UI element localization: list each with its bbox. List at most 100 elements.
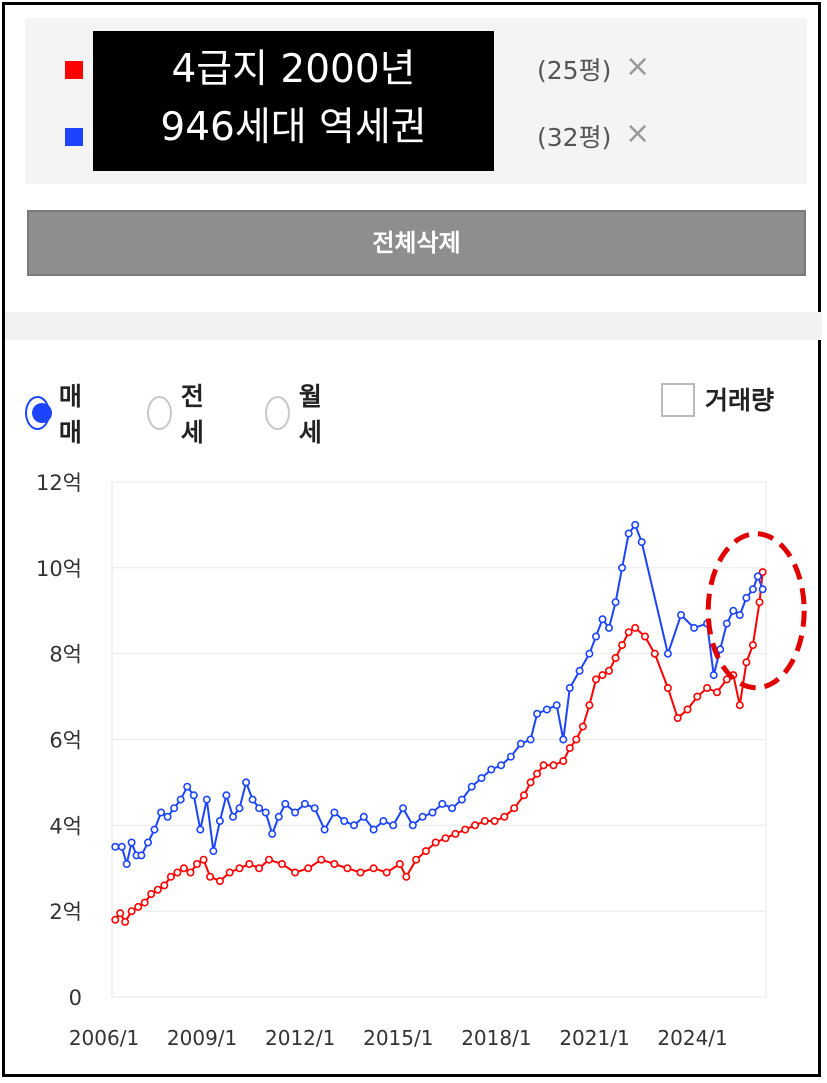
series-point-2: [157, 808, 166, 817]
annotation-overlay: 4급지 2000년 946세대 역세권: [93, 31, 494, 171]
series-point-2: [663, 649, 672, 658]
volume-checkbox[interactable]: [661, 383, 695, 417]
x-tick-label: 2024/1: [657, 1026, 727, 1050]
y-tick-label: 12억: [36, 471, 82, 495]
series-point-1: [193, 859, 202, 868]
x-tick-label: 2018/1: [461, 1026, 531, 1050]
series-point-2: [281, 799, 290, 808]
series-point-1: [604, 666, 613, 675]
series-point-2: [300, 799, 309, 808]
y-tick-label: 10억: [36, 557, 82, 581]
series-point-1: [539, 761, 548, 770]
series-point-1: [421, 847, 430, 856]
remove-item-1-icon[interactable]: ×: [625, 49, 651, 84]
series-point-1: [585, 701, 594, 710]
y-tick-label: 4억: [49, 814, 82, 838]
series-point-2: [369, 825, 378, 834]
series-point-1: [382, 868, 391, 877]
series-point-1: [598, 671, 607, 680]
y-tick-label: 8억: [49, 643, 82, 667]
series-point-2: [176, 795, 185, 804]
series-point-2: [448, 804, 457, 813]
series-point-2: [215, 816, 224, 825]
section-divider: [5, 312, 822, 340]
series-point-1: [572, 735, 581, 744]
radio-monthly-rent-indicator[interactable]: [265, 396, 290, 430]
x-tick-label: 2012/1: [265, 1026, 335, 1050]
series-point-1: [441, 834, 450, 843]
series-point-2: [229, 812, 238, 821]
series-point-1: [356, 868, 365, 877]
series-point-2: [137, 851, 146, 860]
series-point-1: [431, 838, 440, 847]
series-point-1: [206, 872, 215, 881]
series-point-1: [116, 909, 125, 918]
radio-jeonse-indicator[interactable]: [147, 396, 172, 430]
series-point-2: [248, 795, 257, 804]
series-point-1: [683, 705, 692, 714]
series-point-1: [127, 907, 136, 916]
series-point-2: [122, 859, 131, 868]
price-line-chart: 0 2억 4억 6억 8억 10억 12억 2006/1 2009/1 2012/1 2015/1 2…: [36, 471, 807, 1050]
radio-jeonse-label: 전세: [180, 382, 204, 447]
x-tick-label: 2006/1: [69, 1026, 139, 1050]
y-tick-label: 0: [69, 986, 82, 1010]
series-point-1: [578, 722, 587, 731]
radio-jeonse[interactable]: 전세: [147, 377, 213, 449]
series-point-1: [330, 859, 339, 868]
series-point-2: [506, 752, 515, 761]
radio-sale[interactable]: 매매: [25, 377, 91, 449]
series-point-1: [304, 864, 313, 873]
series-point-1: [500, 812, 509, 821]
series-point-2: [291, 808, 300, 817]
series-point-2: [127, 838, 136, 847]
series-point-1: [277, 859, 286, 868]
series-point-2: [729, 606, 738, 615]
radio-sale-indicator[interactable]: [25, 396, 52, 430]
series-point-1: [735, 701, 744, 710]
series-point-2: [676, 611, 685, 620]
remove-item-2-icon[interactable]: ×: [625, 116, 651, 151]
series-line-1: [114, 571, 764, 924]
series-point-2: [487, 765, 496, 774]
series-point-2: [637, 538, 646, 547]
series-point-1: [559, 756, 568, 765]
series-point-1: [533, 769, 542, 778]
series-point-2: [533, 709, 542, 718]
volume-checkbox-label: 거래량: [705, 386, 775, 415]
series-point-1: [742, 658, 751, 667]
series-point-1: [199, 855, 208, 864]
series-point-2: [526, 735, 535, 744]
series-point-2: [261, 808, 270, 817]
series-point-1: [264, 855, 273, 864]
series-point-1: [510, 804, 519, 813]
series-point-2: [585, 649, 594, 658]
overlay-line-2: 946세대 역세권: [160, 105, 427, 150]
series-point-1: [480, 816, 489, 825]
series-point-2: [618, 563, 627, 572]
series-point-2: [631, 520, 640, 529]
series-point-1: [179, 864, 188, 873]
series-point-2: [735, 611, 744, 620]
series-point-2: [591, 632, 600, 641]
radio-monthly-rent[interactable]: 월세: [265, 377, 331, 449]
series-point-1: [121, 917, 130, 926]
legend-text-32: (32평): [537, 123, 612, 152]
series-point-1: [343, 864, 352, 873]
delete-all-button[interactable]: 전체삭제: [27, 210, 806, 276]
series-point-2: [170, 804, 179, 813]
series-point-2: [209, 847, 218, 856]
series-point-2: [438, 799, 447, 808]
series-point-2: [163, 812, 172, 821]
series-point-1: [317, 855, 326, 864]
series-point-1: [166, 872, 175, 881]
series-point-1: [369, 864, 378, 873]
series-point-1: [215, 877, 224, 886]
series-point-2: [310, 804, 319, 813]
series-point-2: [274, 812, 283, 821]
series-point-1: [640, 632, 649, 641]
legend-text-25: (25평): [537, 56, 612, 85]
series-point-1: [624, 628, 633, 637]
series-point-2: [349, 821, 358, 830]
series-point-2: [428, 808, 437, 817]
